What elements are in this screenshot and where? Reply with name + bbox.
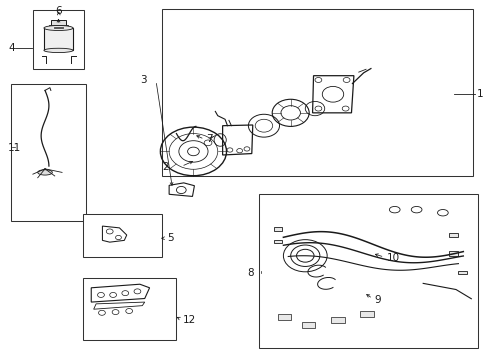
Bar — [33, 10, 84, 69]
Ellipse shape — [38, 170, 52, 175]
Text: 10: 10 — [386, 252, 399, 262]
Bar — [11, 84, 86, 221]
Text: 2: 2 — [162, 162, 169, 172]
Text: 8: 8 — [247, 268, 254, 278]
Text: 9: 9 — [374, 295, 381, 305]
Bar — [448, 251, 458, 256]
Ellipse shape — [44, 26, 73, 31]
Ellipse shape — [44, 48, 73, 53]
Bar — [277, 314, 290, 320]
Text: 11: 11 — [8, 143, 21, 153]
Text: 4: 4 — [8, 43, 15, 53]
Bar — [360, 311, 373, 317]
Bar — [273, 240, 282, 243]
Bar — [83, 278, 176, 340]
Text: 1: 1 — [476, 89, 483, 99]
Bar — [448, 233, 458, 237]
Bar — [83, 214, 162, 257]
Bar — [458, 271, 466, 274]
Bar — [49, 25, 68, 29]
Bar — [162, 9, 472, 176]
Text: 6: 6 — [55, 6, 62, 16]
Bar — [51, 21, 66, 27]
Text: 5: 5 — [167, 233, 174, 243]
Bar — [273, 227, 282, 231]
Bar — [54, 27, 63, 28]
Text: 7: 7 — [206, 134, 213, 144]
Bar — [44, 28, 73, 50]
Bar — [301, 322, 315, 328]
Bar — [330, 318, 344, 323]
Bar — [259, 194, 477, 348]
Text: 3: 3 — [141, 75, 147, 85]
Text: 12: 12 — [183, 315, 196, 325]
